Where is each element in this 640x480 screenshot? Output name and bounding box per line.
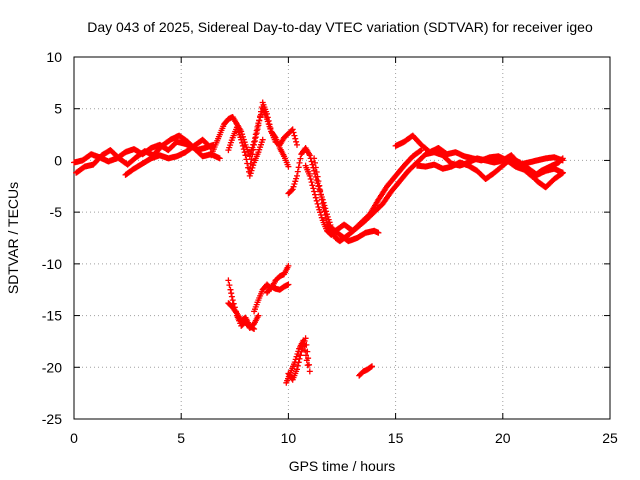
series-track-p	[264, 281, 292, 296]
y-tick-label: 10	[46, 49, 62, 65]
series-track-k	[414, 155, 566, 191]
chart-title: Day 043 of 2025, Sidereal Day-to-day VTE…	[87, 19, 593, 35]
x-tick-label: 10	[281, 430, 297, 446]
axis-ticks: 0 5 10 15 20 25 -25 -20 -15 -10 -5 0 5 10	[42, 49, 618, 446]
series-track-s	[356, 363, 375, 379]
x-tick-label: 20	[495, 430, 511, 446]
point-markers	[225, 300, 258, 332]
x-tick-label: 5	[177, 430, 185, 446]
x-tick-label: 0	[70, 430, 78, 446]
y-tick-label: 0	[54, 152, 62, 168]
point-markers	[225, 124, 266, 179]
point-markers	[285, 335, 313, 383]
y-tick-label: -10	[42, 256, 62, 272]
x-tick-label: 25	[602, 430, 618, 446]
y-tick-label: -15	[42, 308, 62, 324]
point-markers	[517, 154, 566, 168]
x-axis-label: GPS time / hours	[289, 458, 396, 474]
point-markers	[246, 99, 292, 172]
y-tick-label: -25	[42, 411, 62, 427]
series-track-n	[225, 300, 258, 332]
y-tick-label: 5	[54, 101, 62, 117]
point-markers	[414, 155, 566, 191]
data-points	[71, 99, 566, 386]
grid-lines	[74, 57, 610, 419]
x-tick-label: 15	[388, 430, 404, 446]
y-axis-label: SDTVAR / TECUs	[5, 182, 21, 294]
point-markers	[356, 363, 375, 379]
series-track-f	[246, 99, 292, 172]
series-track-e	[225, 124, 266, 179]
point-markers	[264, 281, 292, 296]
series-track-c	[122, 136, 215, 178]
series-track-r	[285, 335, 313, 383]
point-markers	[122, 136, 215, 178]
plot-frame	[73, 56, 611, 420]
series-track-l	[517, 154, 566, 168]
y-tick-label: -20	[42, 359, 62, 375]
y-tick-label: -5	[50, 204, 63, 220]
